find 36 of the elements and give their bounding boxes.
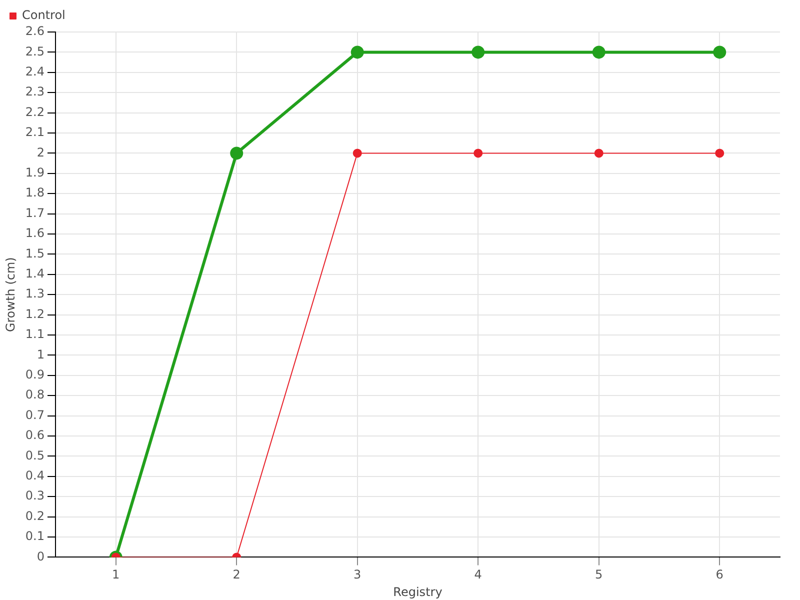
y-axis-title: Growth (cm) xyxy=(3,257,18,332)
y-tick-label: 2.5 xyxy=(25,44,44,58)
x-tick-label: 4 xyxy=(474,568,482,582)
x-axis-title: Registry xyxy=(393,584,442,599)
y-tick-label: 0.8 xyxy=(25,388,44,402)
y-tick-label: 1.8 xyxy=(25,186,44,200)
x-tick-label: 5 xyxy=(595,568,603,582)
y-tick-label: 0.9 xyxy=(25,368,44,382)
y-tick-label: 1.4 xyxy=(25,266,44,281)
y-tick-label: 1.9 xyxy=(25,166,44,180)
y-tick-label: 2 xyxy=(36,145,44,160)
y-tick-label: 0.4 xyxy=(25,468,44,483)
y-tick-label: 1.7 xyxy=(25,206,44,220)
y-tick-label: 0.3 xyxy=(25,488,44,503)
y-tick-label: 1.2 xyxy=(25,306,44,321)
y-tick-label: 0.1 xyxy=(25,529,44,544)
y-tick-label: 1.3 xyxy=(25,286,44,301)
y-tick-label: 1.6 xyxy=(25,226,44,240)
legend-label: Control xyxy=(22,8,66,22)
y-tick-label: 2.3 xyxy=(25,84,44,99)
x-tick-label: 2 xyxy=(232,568,240,582)
y-tick-label: 1 xyxy=(36,347,44,362)
y-tick-label: 2.1 xyxy=(25,125,44,140)
y-tick-label: 0.6 xyxy=(25,428,44,442)
y-tick-label: 2.4 xyxy=(25,64,44,79)
y-tick-label: 0.5 xyxy=(25,448,44,462)
x-tick-label: 6 xyxy=(716,568,724,582)
x-tick-label: 3 xyxy=(354,568,362,582)
y-tick-label: 2.6 xyxy=(25,24,44,38)
y-tick-label: 1.5 xyxy=(25,246,44,260)
y-tick-label: 0.7 xyxy=(25,408,44,422)
y-tick-label: 0.2 xyxy=(25,508,44,523)
y-tick-label: 1.1 xyxy=(25,327,44,342)
y-tick-label: 0 xyxy=(36,549,44,564)
x-tick-label: 1 xyxy=(112,568,120,582)
y-tick-label: 2.2 xyxy=(25,104,44,119)
